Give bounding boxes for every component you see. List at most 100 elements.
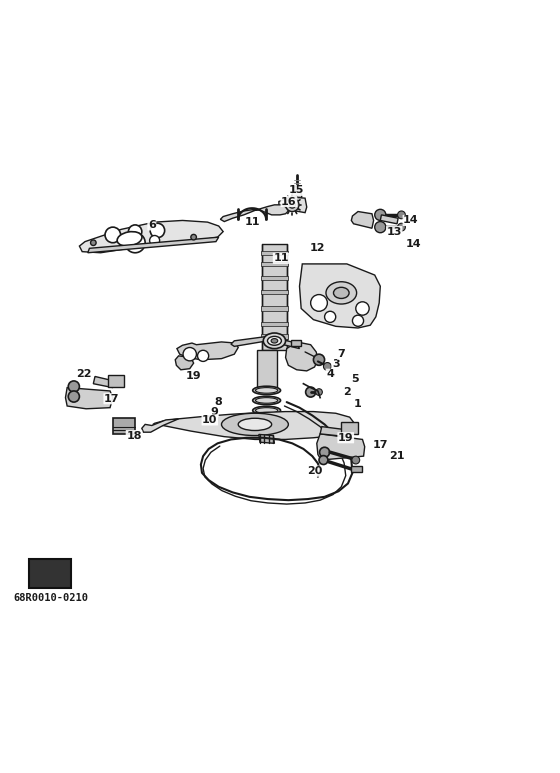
Text: 15: 15: [289, 186, 305, 196]
Polygon shape: [43, 561, 49, 586]
Circle shape: [198, 350, 209, 362]
Bar: [29, 559, 71, 588]
Text: 12: 12: [310, 243, 325, 254]
Text: 19: 19: [338, 433, 353, 443]
Polygon shape: [88, 237, 219, 253]
Text: 10: 10: [202, 415, 217, 425]
Circle shape: [293, 186, 301, 194]
Text: 6: 6: [148, 220, 156, 230]
Bar: [261, 262, 288, 266]
Text: 14: 14: [406, 240, 422, 250]
Polygon shape: [66, 387, 113, 409]
Ellipse shape: [255, 397, 278, 404]
Ellipse shape: [238, 418, 272, 431]
Polygon shape: [60, 561, 67, 586]
Text: 17: 17: [104, 393, 119, 404]
Text: 9: 9: [211, 407, 218, 417]
Text: 18: 18: [126, 431, 142, 441]
Text: 1: 1: [354, 400, 362, 410]
Bar: [109, 376, 124, 386]
Circle shape: [314, 354, 325, 366]
Ellipse shape: [271, 339, 278, 343]
Ellipse shape: [250, 420, 283, 431]
Text: 17: 17: [372, 440, 388, 450]
Text: 22: 22: [76, 369, 92, 380]
Polygon shape: [231, 336, 300, 349]
Ellipse shape: [268, 336, 281, 346]
Polygon shape: [52, 561, 58, 586]
Polygon shape: [221, 205, 288, 222]
Text: 13: 13: [386, 226, 402, 237]
Text: 20: 20: [307, 466, 322, 476]
Polygon shape: [256, 350, 277, 390]
Bar: [291, 339, 301, 346]
Circle shape: [356, 301, 369, 315]
Circle shape: [352, 456, 360, 464]
Polygon shape: [142, 419, 179, 432]
Bar: [261, 250, 288, 255]
Polygon shape: [300, 264, 380, 328]
Text: 11: 11: [273, 254, 289, 264]
Circle shape: [183, 348, 197, 361]
Circle shape: [125, 233, 145, 253]
Polygon shape: [259, 434, 274, 444]
Ellipse shape: [334, 288, 349, 298]
Circle shape: [150, 223, 165, 238]
Polygon shape: [175, 356, 194, 369]
Ellipse shape: [255, 387, 278, 393]
Polygon shape: [153, 411, 355, 439]
Ellipse shape: [252, 413, 281, 421]
Circle shape: [286, 198, 299, 212]
Circle shape: [306, 387, 316, 397]
Bar: [261, 276, 288, 280]
Polygon shape: [94, 376, 114, 387]
Circle shape: [316, 389, 323, 396]
Text: 7: 7: [338, 349, 345, 359]
Text: 3: 3: [332, 359, 339, 369]
Circle shape: [91, 240, 96, 246]
Bar: [341, 421, 358, 434]
Circle shape: [68, 381, 80, 392]
Circle shape: [398, 223, 405, 231]
Polygon shape: [351, 212, 374, 228]
Polygon shape: [80, 220, 223, 253]
Circle shape: [191, 234, 197, 240]
Bar: [261, 306, 288, 311]
Circle shape: [375, 209, 386, 220]
Polygon shape: [279, 197, 307, 213]
Text: 2: 2: [343, 387, 351, 397]
Ellipse shape: [256, 422, 277, 429]
Circle shape: [311, 295, 328, 312]
Polygon shape: [320, 427, 348, 437]
Circle shape: [324, 363, 332, 370]
Circle shape: [320, 448, 330, 458]
Text: 21: 21: [389, 451, 405, 461]
Ellipse shape: [255, 407, 278, 414]
Polygon shape: [380, 215, 398, 224]
Text: 11: 11: [244, 217, 260, 227]
Polygon shape: [177, 342, 238, 359]
Ellipse shape: [253, 397, 281, 404]
Ellipse shape: [222, 414, 288, 435]
Circle shape: [68, 391, 80, 402]
Text: 4: 4: [326, 369, 334, 380]
Polygon shape: [317, 434, 365, 460]
Text: 14: 14: [403, 216, 419, 226]
Bar: [113, 418, 135, 434]
Bar: [261, 322, 288, 326]
Circle shape: [150, 236, 160, 246]
Ellipse shape: [253, 407, 281, 414]
Circle shape: [319, 455, 328, 465]
Circle shape: [105, 227, 120, 243]
Text: 19: 19: [185, 372, 201, 381]
Polygon shape: [286, 342, 318, 371]
Circle shape: [292, 191, 302, 201]
Circle shape: [398, 211, 405, 219]
Polygon shape: [262, 244, 287, 350]
Bar: [261, 334, 288, 339]
Circle shape: [289, 202, 296, 208]
Circle shape: [352, 315, 363, 326]
Bar: [261, 290, 288, 294]
Text: 5: 5: [352, 373, 359, 383]
Ellipse shape: [263, 333, 286, 349]
